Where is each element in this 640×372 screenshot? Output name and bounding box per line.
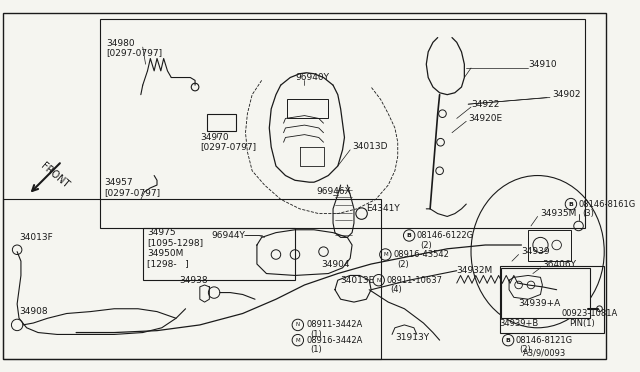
Text: 08911-3442A: 08911-3442A: [307, 320, 363, 330]
Text: 08911-10637: 08911-10637: [387, 276, 442, 285]
Text: 96944Y: 96944Y: [211, 231, 245, 240]
Text: PIN(1): PIN(1): [569, 318, 595, 327]
Text: 08146-8121G: 08146-8121G: [516, 336, 573, 344]
Text: M: M: [383, 252, 388, 257]
Text: 96940Y: 96940Y: [295, 73, 329, 82]
Text: M: M: [296, 338, 300, 343]
Text: 34975: 34975: [147, 228, 176, 237]
Text: 96946X: 96946X: [316, 187, 351, 196]
Text: E4341Y: E4341Y: [366, 204, 400, 213]
Bar: [500, 268, 590, 318]
Text: N: N: [377, 278, 381, 283]
Text: (1): (1): [310, 345, 322, 354]
Text: (2): (2): [420, 241, 433, 250]
Text: (3): (3): [582, 209, 594, 218]
Text: 08916-3442A: 08916-3442A: [307, 336, 363, 344]
Text: 34908: 34908: [19, 307, 47, 316]
Text: (1): (1): [310, 330, 322, 339]
Text: 34013F: 34013F: [19, 233, 52, 242]
Text: 31913Y: 31913Y: [395, 333, 429, 342]
Text: 34938: 34938: [179, 276, 207, 285]
Text: (4): (4): [390, 285, 402, 294]
Text: 34957: 34957: [105, 178, 133, 187]
Text: 08146-8161G: 08146-8161G: [579, 200, 636, 209]
Bar: [100, 19, 585, 228]
Text: 08146-6122G: 08146-6122G: [417, 231, 474, 240]
Text: 00923-1081A: 00923-1081A: [561, 309, 618, 318]
Text: (2): (2): [520, 345, 531, 354]
Text: 34950M: 34950M: [147, 249, 184, 258]
Text: 34920E: 34920E: [468, 114, 502, 123]
Text: B: B: [568, 202, 573, 206]
Text: 36406Y: 36406Y: [542, 260, 577, 269]
Text: 34939: 34939: [522, 247, 550, 256]
Text: (2): (2): [397, 260, 410, 269]
Bar: [287, 99, 328, 118]
Text: FRONT: FRONT: [39, 161, 71, 190]
Text: [0297-0797]: [0297-0797]: [200, 142, 256, 151]
Text: 34980: 34980: [107, 39, 135, 48]
Bar: [500, 266, 604, 333]
Text: 34939+A: 34939+A: [518, 299, 561, 308]
Text: A3/9/0093: A3/9/0093: [523, 349, 566, 358]
Text: [0297-0797]: [0297-0797]: [107, 48, 163, 57]
Text: 34922: 34922: [471, 100, 499, 109]
Text: B: B: [407, 233, 412, 238]
Text: 34935M: 34935M: [540, 209, 577, 218]
Text: 34939+B: 34939+B: [500, 318, 539, 327]
Text: 34932M: 34932M: [457, 266, 493, 275]
Text: 34970: 34970: [200, 133, 228, 142]
Text: 34902: 34902: [552, 90, 580, 99]
Text: B: B: [506, 338, 511, 343]
Bar: [143, 228, 295, 280]
Text: 34910: 34910: [528, 60, 557, 69]
Text: 34013D: 34013D: [352, 142, 388, 151]
Text: 34904: 34904: [322, 260, 350, 269]
Text: [1095-1298]: [1095-1298]: [147, 238, 204, 248]
Text: [0297-0797]: [0297-0797]: [105, 188, 161, 197]
Text: 08916-43542: 08916-43542: [394, 250, 450, 259]
Text: N: N: [296, 323, 300, 327]
Bar: [528, 230, 571, 261]
Bar: [3, 199, 381, 359]
Text: 34013E: 34013E: [340, 276, 375, 285]
Bar: [207, 114, 236, 131]
Text: [1298-   ]: [1298- ]: [147, 260, 189, 269]
